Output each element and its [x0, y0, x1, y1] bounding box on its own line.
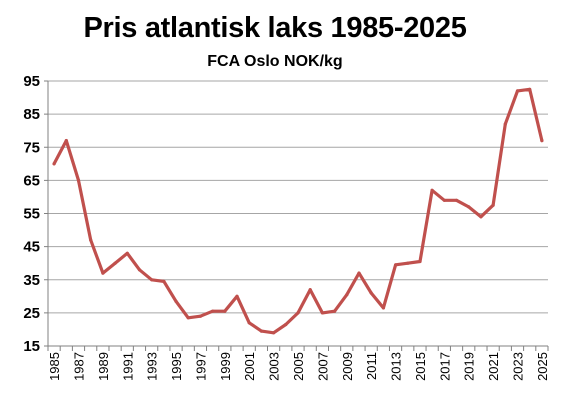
data-point-1996 — [186, 316, 190, 320]
series-line-0 — [52, 87, 544, 335]
y-tick-label-25: 25 — [23, 305, 40, 322]
y-tick-label-15: 15 — [23, 338, 40, 355]
data-point-1990 — [113, 261, 117, 265]
x-tick-label-1999: 1999 — [218, 352, 233, 381]
data-point-2013 — [394, 263, 398, 267]
data-point-1998 — [211, 309, 215, 313]
x-tick-label-2009: 2009 — [340, 352, 355, 381]
data-point-2019 — [467, 205, 471, 209]
x-tick-label-2021: 2021 — [486, 352, 501, 381]
data-point-2012 — [381, 306, 385, 310]
data-point-2016 — [430, 188, 434, 192]
data-point-2003 — [272, 331, 276, 335]
x-tick-label-2023: 2023 — [511, 352, 526, 381]
y-tick-label-75: 75 — [23, 139, 40, 156]
x-tick-label-1993: 1993 — [145, 352, 160, 381]
x-tick-label-2011: 2011 — [364, 352, 379, 380]
chart-subtitle: FCA Oslo NOK/kg — [207, 53, 343, 70]
data-point-2009 — [345, 293, 349, 297]
data-point-2001 — [247, 321, 251, 325]
x-tick-label-1985: 1985 — [47, 352, 62, 381]
data-point-1995 — [174, 299, 178, 303]
data-point-1993 — [150, 278, 154, 282]
data-point-1985 — [52, 162, 56, 166]
chart-title: Pris atlantisk laks 1985-2025 — [83, 12, 467, 44]
x-tick-label-2025: 2025 — [535, 352, 550, 381]
data-point-2010 — [357, 271, 361, 275]
data-point-2017 — [442, 198, 446, 202]
data-point-2005 — [296, 311, 300, 315]
data-point-2021 — [491, 203, 495, 207]
data-point-1987 — [76, 178, 81, 182]
x-tick-label-2005: 2005 — [291, 352, 306, 381]
data-point-2007 — [320, 311, 324, 315]
x-tick-label-1997: 1997 — [193, 352, 208, 381]
data-point-2015 — [418, 259, 422, 264]
data-point-2025 — [540, 139, 544, 143]
data-point-2014 — [406, 261, 410, 265]
y-tick-labels: 15 25 35 45 55 65 75 85 95 — [23, 73, 40, 355]
x-tick-label-2019: 2019 — [462, 352, 477, 381]
data-point-2018 — [454, 198, 459, 202]
data-point-2000 — [235, 294, 239, 298]
data-point-2004 — [284, 322, 288, 327]
y-tick-label-85: 85 — [23, 106, 40, 123]
x-tick-label-2015: 2015 — [413, 352, 428, 381]
y-tick-label-55: 55 — [23, 206, 40, 223]
data-point-1992 — [137, 268, 142, 272]
data-point-2024 — [528, 87, 532, 91]
series — [52, 87, 544, 335]
data-point-2002 — [259, 329, 263, 333]
y-tick-label-35: 35 — [23, 272, 40, 289]
data-point-1986 — [64, 139, 68, 143]
x-tick-label-1987: 1987 — [71, 352, 86, 381]
x-tick-label-1989: 1989 — [96, 352, 111, 381]
x-tick-label-2013: 2013 — [389, 352, 404, 381]
data-point-2006 — [308, 288, 312, 292]
data-point-2008 — [333, 309, 337, 313]
axes — [44, 80, 549, 351]
x-tick-label-2001: 2001 — [242, 352, 257, 381]
data-point-1989 — [101, 271, 105, 275]
y-tick-label-65: 65 — [23, 172, 40, 189]
y-tick-label-95: 95 — [23, 73, 40, 90]
x-tick-label-1995: 1995 — [169, 352, 184, 381]
data-point-1999 — [223, 309, 227, 313]
data-point-2020 — [479, 215, 483, 219]
data-point-2011 — [369, 291, 373, 295]
y-tick-label-45: 45 — [23, 239, 40, 256]
x-tick-labels: 1985 1987 1989 1991 1993 1995 1997 1999 2001 2003… — [47, 352, 550, 381]
x-tick-label-2003: 2003 — [267, 352, 282, 381]
data-point-2022 — [503, 122, 507, 126]
x-tick-label-2007: 2007 — [315, 352, 330, 381]
x-tick-label-1991: 1991 — [120, 352, 135, 381]
data-point-1997 — [198, 314, 202, 318]
data-point-1994 — [162, 279, 166, 283]
data-point-1988 — [89, 238, 93, 242]
data-point-2023 — [515, 89, 520, 93]
data-point-1991 — [125, 251, 129, 255]
x-tick-label-2017: 2017 — [437, 352, 452, 381]
gridlines — [48, 80, 548, 314]
